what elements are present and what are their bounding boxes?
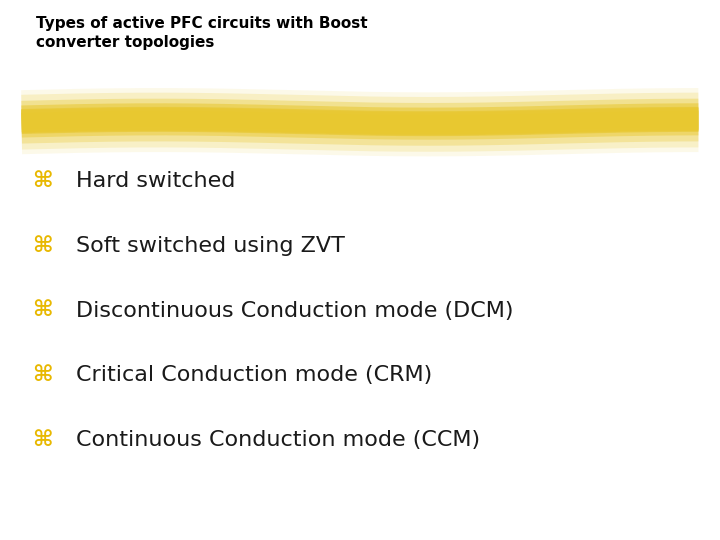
Text: Continuous Conduction mode (CCM): Continuous Conduction mode (CCM) bbox=[76, 430, 480, 450]
Text: Types of active PFC circuits with Boost
converter topologies: Types of active PFC circuits with Boost … bbox=[36, 16, 368, 50]
Text: Soft switched using ZVT: Soft switched using ZVT bbox=[76, 235, 344, 256]
Text: ⌘: ⌘ bbox=[32, 235, 53, 256]
Text: Discontinuous Conduction mode (DCM): Discontinuous Conduction mode (DCM) bbox=[76, 300, 513, 321]
Text: Hard switched: Hard switched bbox=[76, 171, 235, 191]
Text: ⌘: ⌘ bbox=[32, 171, 53, 191]
Text: Critical Conduction mode (CRM): Critical Conduction mode (CRM) bbox=[76, 365, 432, 386]
Text: ⌘: ⌘ bbox=[32, 365, 53, 386]
Text: ⌘: ⌘ bbox=[32, 430, 53, 450]
Text: ⌘: ⌘ bbox=[32, 300, 53, 321]
